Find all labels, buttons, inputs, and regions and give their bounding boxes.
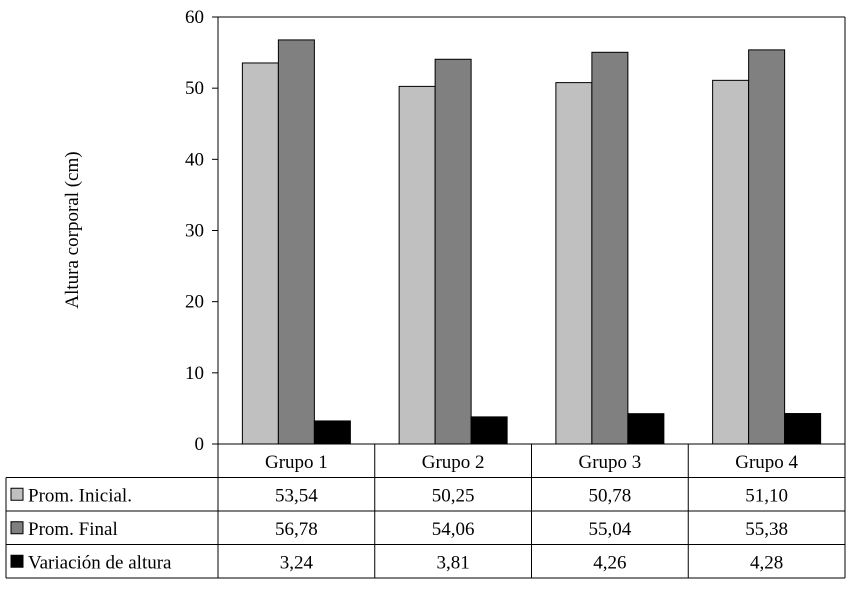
bar [434,58,472,445]
legend-swatch [10,521,24,535]
y-axis-label: Altura corporal (cm) [62,151,83,308]
legend-label: Prom. Final [28,519,118,540]
bar [398,85,436,445]
data-label: 55,04 [589,519,632,540]
data-label: 56,78 [275,519,318,540]
x-tick-label: Grupo 1 [265,452,328,473]
legend-swatch [10,554,24,568]
y-tick-label: 30 [185,221,204,242]
x-tick-label: Grupo 2 [422,452,485,473]
data-label: 55,38 [745,519,788,540]
y-tick-label: 60 [185,7,204,28]
y-tick-label: 10 [185,363,204,384]
legend-swatch [10,487,24,501]
y-tick-label: 40 [185,149,204,170]
x-tick-label: Grupo 4 [735,452,798,473]
data-label: 4,26 [593,552,626,573]
bar [241,62,279,445]
bar [313,420,351,445]
bar [470,416,508,445]
data-label: 50,25 [432,485,475,506]
bar [277,39,315,445]
data-label: 53,54 [275,485,318,506]
data-label: 3,81 [437,552,470,573]
bar [627,413,665,445]
x-tick-label: Grupo 3 [578,452,641,473]
data-label: 51,10 [745,485,788,506]
y-tick-label: 50 [185,78,204,99]
y-tick-label: 20 [185,292,204,313]
bar [591,51,629,445]
y-tick-label: 0 [195,434,205,455]
bar [555,82,593,445]
plot-area: 0 10 20 30 40 50 60 Grupo 1 Grupo 2 Grupo 3 Grupo … [5,7,846,579]
legend-label: Prom. Inicial. [28,485,132,506]
bar [748,49,786,445]
data-label: 50,78 [589,485,632,506]
data-label: 4,28 [750,552,783,573]
data-label: 3,24 [280,552,314,573]
bar [784,413,822,445]
legend-label: Variación de altura [28,552,172,573]
data-label: 54,06 [432,519,475,540]
bar [712,79,750,445]
